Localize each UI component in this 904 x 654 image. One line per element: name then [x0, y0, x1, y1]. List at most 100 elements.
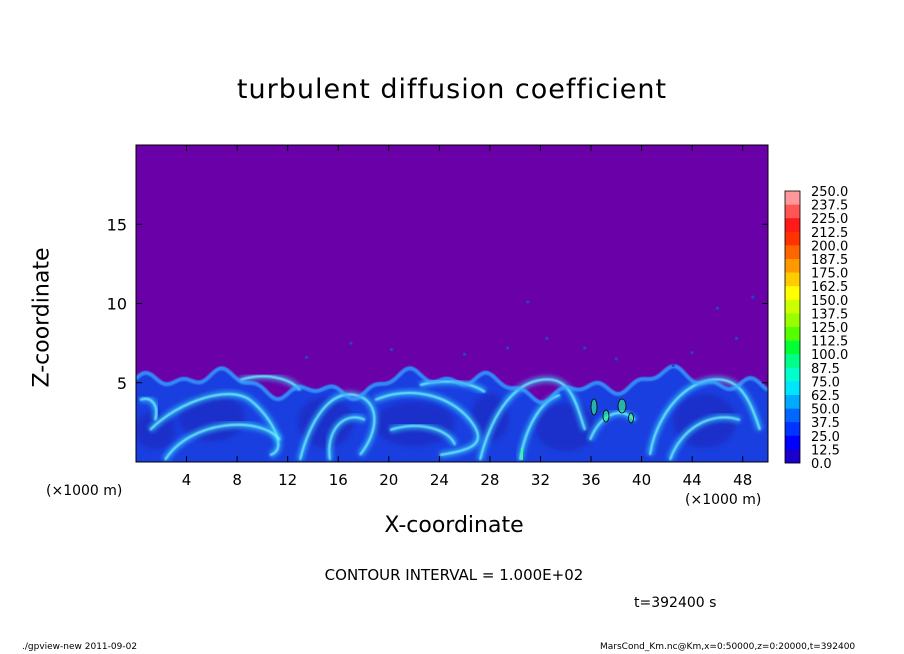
boundary-edge — [136, 364, 768, 405]
colorbar-segment — [785, 340, 800, 355]
colorbar-label: 212.5 — [811, 226, 848, 241]
x-tick-label: 16 — [329, 471, 348, 489]
colorbar-segment — [785, 231, 800, 246]
y-tick-label: 10 — [107, 295, 127, 314]
detached-blob — [389, 347, 393, 352]
colorbar-label: 187.5 — [811, 253, 848, 268]
colorbar-segment — [785, 422, 800, 437]
x-tick-label: 48 — [733, 471, 752, 489]
plume-strand — [139, 397, 158, 421]
colorbar-segment — [785, 381, 800, 396]
colorbar-label: 50.0 — [811, 403, 840, 418]
x-unit-label-left: (×1000 m) — [46, 483, 123, 499]
contour-line — [628, 412, 634, 424]
colorbar-label: 150.0 — [811, 294, 848, 309]
colorbar-segment — [785, 435, 800, 450]
x-tick-label: 24 — [430, 471, 449, 489]
colorbar-segment — [785, 259, 800, 273]
footer-program-date: ./gpview-new 2011-09-02 — [22, 642, 138, 652]
colorbar-label: 250.0 — [811, 185, 848, 200]
colorbar-segment — [785, 354, 800, 369]
plume-strand — [479, 378, 586, 461]
colorbar-segment — [785, 286, 800, 301]
x-unit-label-right: (×1000 m) — [685, 492, 762, 508]
plume-strand — [164, 423, 281, 461]
detached-blob — [671, 363, 675, 367]
colorbar: 250.0237.5225.0212.5200.0187.5175.0162.5… — [784, 185, 848, 472]
colorbar-label: 225.0 — [811, 212, 848, 227]
detached-blob — [506, 346, 510, 350]
x-tick-label: 44 — [683, 471, 702, 489]
colorbar-label: 200.0 — [811, 239, 848, 254]
y-tick-label: 15 — [107, 215, 127, 234]
plume-strand — [299, 393, 376, 461]
plume-strand — [328, 416, 366, 461]
x-tick-label: 40 — [632, 471, 651, 489]
x-tick-label: 28 — [480, 471, 499, 489]
colorbar-label: 237.5 — [811, 199, 848, 214]
plume-cell — [178, 393, 245, 442]
contour-fill — [591, 399, 597, 415]
x-tick-label: 32 — [531, 471, 550, 489]
colorbar-label: 87.5 — [811, 362, 840, 377]
plume-strand — [374, 392, 480, 456]
colorbar-label: 12.5 — [811, 443, 840, 458]
contour-fill — [603, 410, 609, 422]
colorbar-segment — [785, 313, 800, 328]
colorbar-segment — [785, 367, 800, 382]
plume-strand — [149, 393, 280, 456]
chart-title: turbulent diffusion coefficient — [236, 74, 668, 105]
colorbar-label: 112.5 — [811, 335, 848, 350]
contour-interval-label: CONTOUR INTERVAL = 1.000E+02 — [324, 566, 584, 584]
detached-blob — [715, 306, 720, 310]
plume-strand — [389, 425, 456, 446]
detached-blob — [463, 352, 467, 356]
x-tick-label: 4 — [182, 471, 192, 489]
colorbar-label: 175.0 — [811, 267, 848, 282]
detached-blob — [583, 346, 587, 350]
x-tick-label: 20 — [379, 471, 398, 489]
detached-blob — [305, 355, 309, 359]
colorbar-segment — [785, 218, 800, 233]
colorbar-label: 125.0 — [811, 321, 848, 336]
y-tick-label: 5 — [117, 374, 127, 393]
contour-line — [602, 409, 610, 423]
x-axis-label: X-coordinate — [384, 513, 524, 538]
colorbar-segment — [785, 299, 800, 314]
colorbar-segment — [785, 191, 800, 205]
colorbar-label: 37.5 — [811, 416, 840, 431]
detached-blob — [751, 295, 755, 299]
contour-fill — [628, 413, 634, 423]
colorbar-segment — [785, 272, 800, 287]
colorbar-segment — [785, 327, 800, 341]
colorbar-label: 25.0 — [811, 430, 840, 445]
colorbar-label: 75.0 — [811, 375, 840, 390]
plume-strand — [669, 416, 741, 461]
footer-file-info: MarsCond_Km.nc@Km,x=0:50000,z=0:20000,t=… — [600, 642, 856, 652]
x-tick-label: 12 — [278, 471, 297, 489]
colorbar-label: 162.5 — [811, 280, 848, 295]
contour-line — [590, 398, 598, 416]
contour-line — [617, 398, 627, 414]
colorbar-label: 137.5 — [811, 307, 848, 322]
colorbar-label: 100.0 — [811, 348, 848, 363]
detached-blob — [349, 341, 353, 345]
time-label: t=392400 s — [634, 595, 717, 611]
colorbar-segment — [785, 395, 800, 409]
contour-fill — [618, 399, 626, 413]
colorbar-segment — [785, 245, 800, 260]
x-axis: 4 8 12 16 20 24 28 32 36 40 44 48 — [182, 145, 752, 489]
detached-blob — [545, 336, 549, 340]
colorbar-label: 0.0 — [811, 457, 832, 472]
colorbar-frame — [784, 190, 801, 464]
colorbar-segment — [785, 204, 800, 219]
colorbar-segment — [785, 449, 800, 464]
detached-blob — [526, 300, 530, 304]
colorbar-segment — [785, 408, 800, 423]
y-axis: 5 10 15 — [107, 215, 768, 393]
detached-blob — [614, 357, 618, 361]
colorbar-label: 62.5 — [811, 389, 840, 404]
detached-blob — [690, 351, 694, 355]
detached-blob — [734, 336, 739, 340]
